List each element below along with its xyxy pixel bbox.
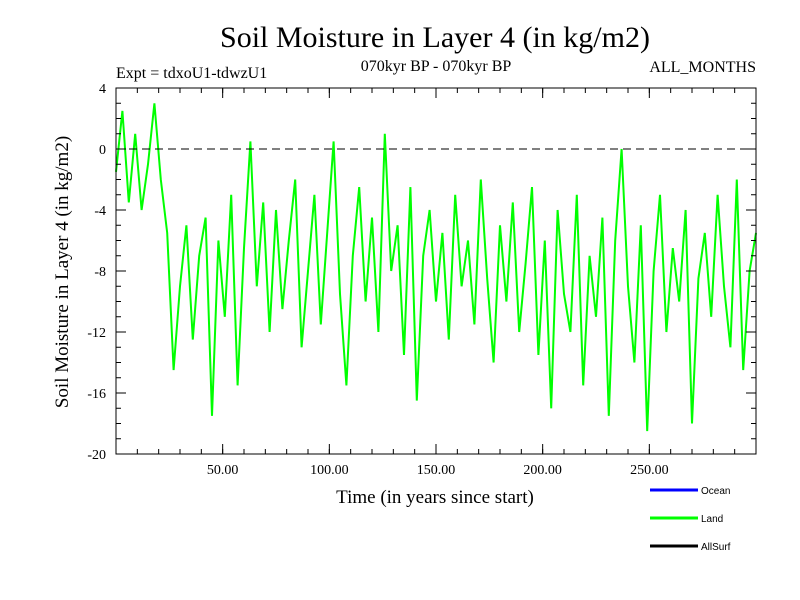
legend-label-land: Land	[701, 514, 723, 525]
x-axis-label: Time (in years since start)	[336, 487, 534, 508]
y-tick-label: -16	[87, 387, 106, 402]
y-tick-label: 0	[99, 143, 106, 158]
experiment-label: Expt = tdxoU1-tdwzU1	[116, 65, 267, 82]
series-line-land	[115, 103, 757, 432]
y-tick-label: -8	[94, 265, 106, 280]
y-tick-label: -20	[87, 448, 106, 463]
legend-label-ocean: Ocean	[701, 486, 730, 497]
y-tick-label: -4	[94, 204, 106, 219]
x-tick-label: 250.00	[630, 463, 669, 478]
months-label: ALL_MONTHS	[649, 59, 756, 76]
y-tick-label: -12	[87, 326, 106, 341]
period-label: 070kyr BP - 070kyr BP	[361, 58, 512, 75]
y-axis-label: Soil Moisture in Layer 4 (in kg/m2)	[52, 136, 73, 408]
y-tick-label: 4	[99, 82, 106, 97]
legend-label-allsurf: AllSurf	[701, 542, 731, 553]
x-tick-label: 200.00	[523, 463, 562, 478]
x-tick-label: 100.00	[310, 463, 349, 478]
chart-title: Soil Moisture in Layer 4 (in kg/m2)	[220, 21, 650, 54]
x-tick-label: 150.00	[417, 463, 456, 478]
x-tick-label: 50.00	[207, 463, 239, 478]
plot-area: 50.00 100.00 150.00 200.00 250.00 4 0 -4 -8 -12 -1…	[87, 82, 757, 478]
legend: Ocean Land AllSurf	[650, 486, 731, 553]
